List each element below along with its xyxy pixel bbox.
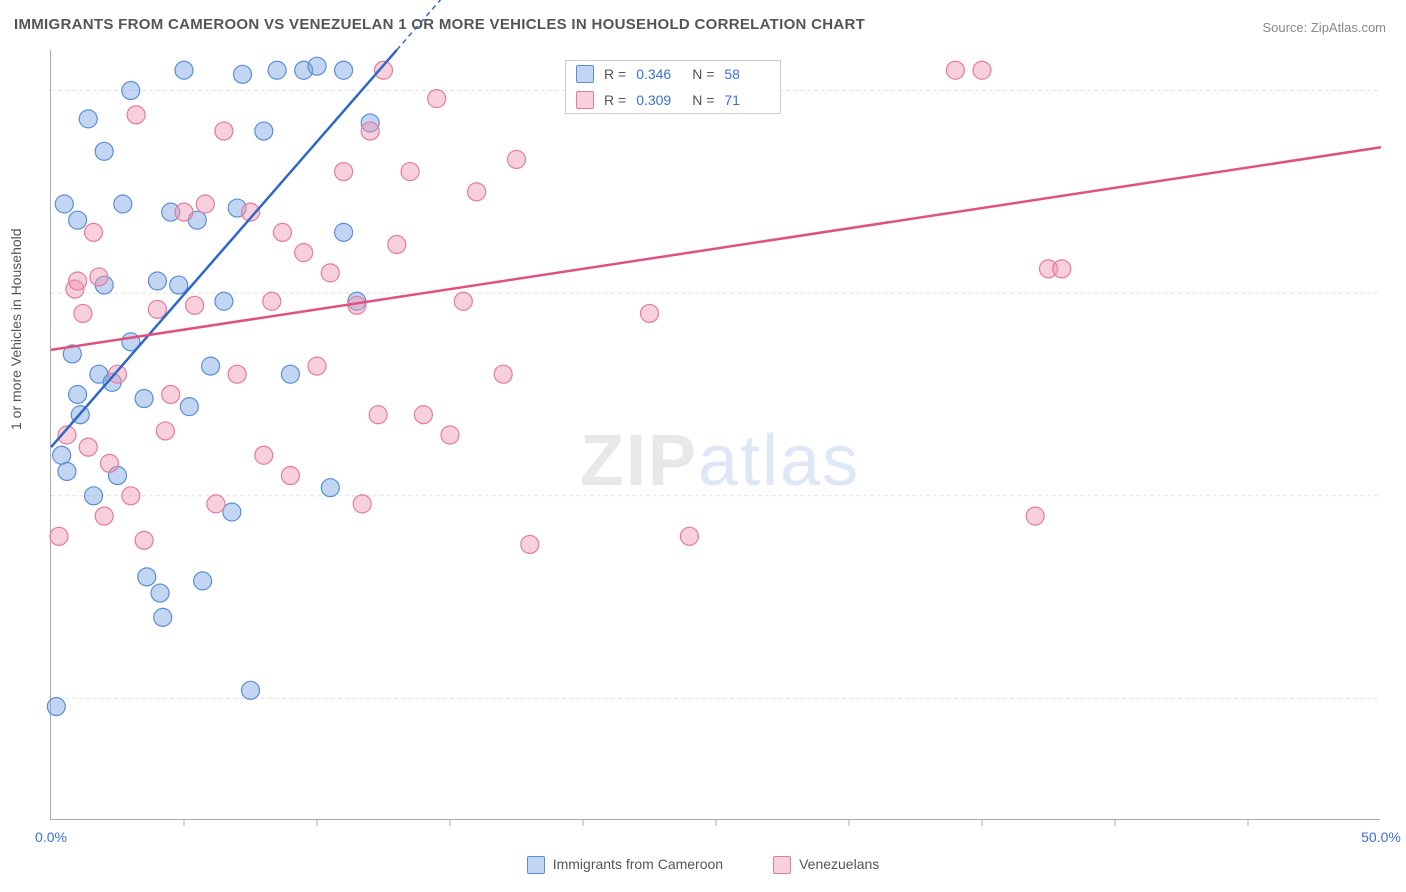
chart-title: IMMIGRANTS FROM CAMEROON VS VENEZUELAN 1… (14, 16, 865, 33)
series-legend: Immigrants from Cameroon Venezuelans (0, 856, 1406, 874)
scatter-plot: 85.0%90.0%95.0%100.0%0.0%50.0% (50, 50, 1380, 820)
legend-row: R = 0.309 N = 71 (566, 87, 780, 113)
legend-series-name: Immigrants from Cameroon (553, 856, 723, 872)
legend-item: Immigrants from Cameroon (527, 856, 723, 874)
x-tick-label: 0.0% (35, 829, 67, 845)
legend-swatch (527, 856, 545, 874)
legend-n-label: N = (692, 92, 714, 108)
x-tick-label: 50.0% (1361, 829, 1401, 845)
legend-item: Venezuelans (773, 856, 879, 874)
legend-n-value: 58 (724, 66, 770, 82)
legend-n-label: N = (692, 66, 714, 82)
legend-row: R = 0.346 N = 58 (566, 61, 780, 87)
legend-r-label: R = (604, 66, 626, 82)
source-attribution: Source: ZipAtlas.com (1262, 20, 1386, 35)
legend-swatch (576, 65, 594, 83)
legend-swatch (773, 856, 791, 874)
y-axis-label: 1 or more Vehicles in Household (8, 228, 24, 430)
legend-swatch (576, 91, 594, 109)
legend-r-value: 0.346 (636, 66, 682, 82)
legend-r-value: 0.309 (636, 92, 682, 108)
correlation-legend: R = 0.346 N = 58 R = 0.309 N = 71 (565, 60, 781, 114)
legend-series-name: Venezuelans (799, 856, 879, 872)
legend-n-value: 71 (724, 92, 770, 108)
plot-svg (51, 50, 1380, 819)
legend-r-label: R = (604, 92, 626, 108)
